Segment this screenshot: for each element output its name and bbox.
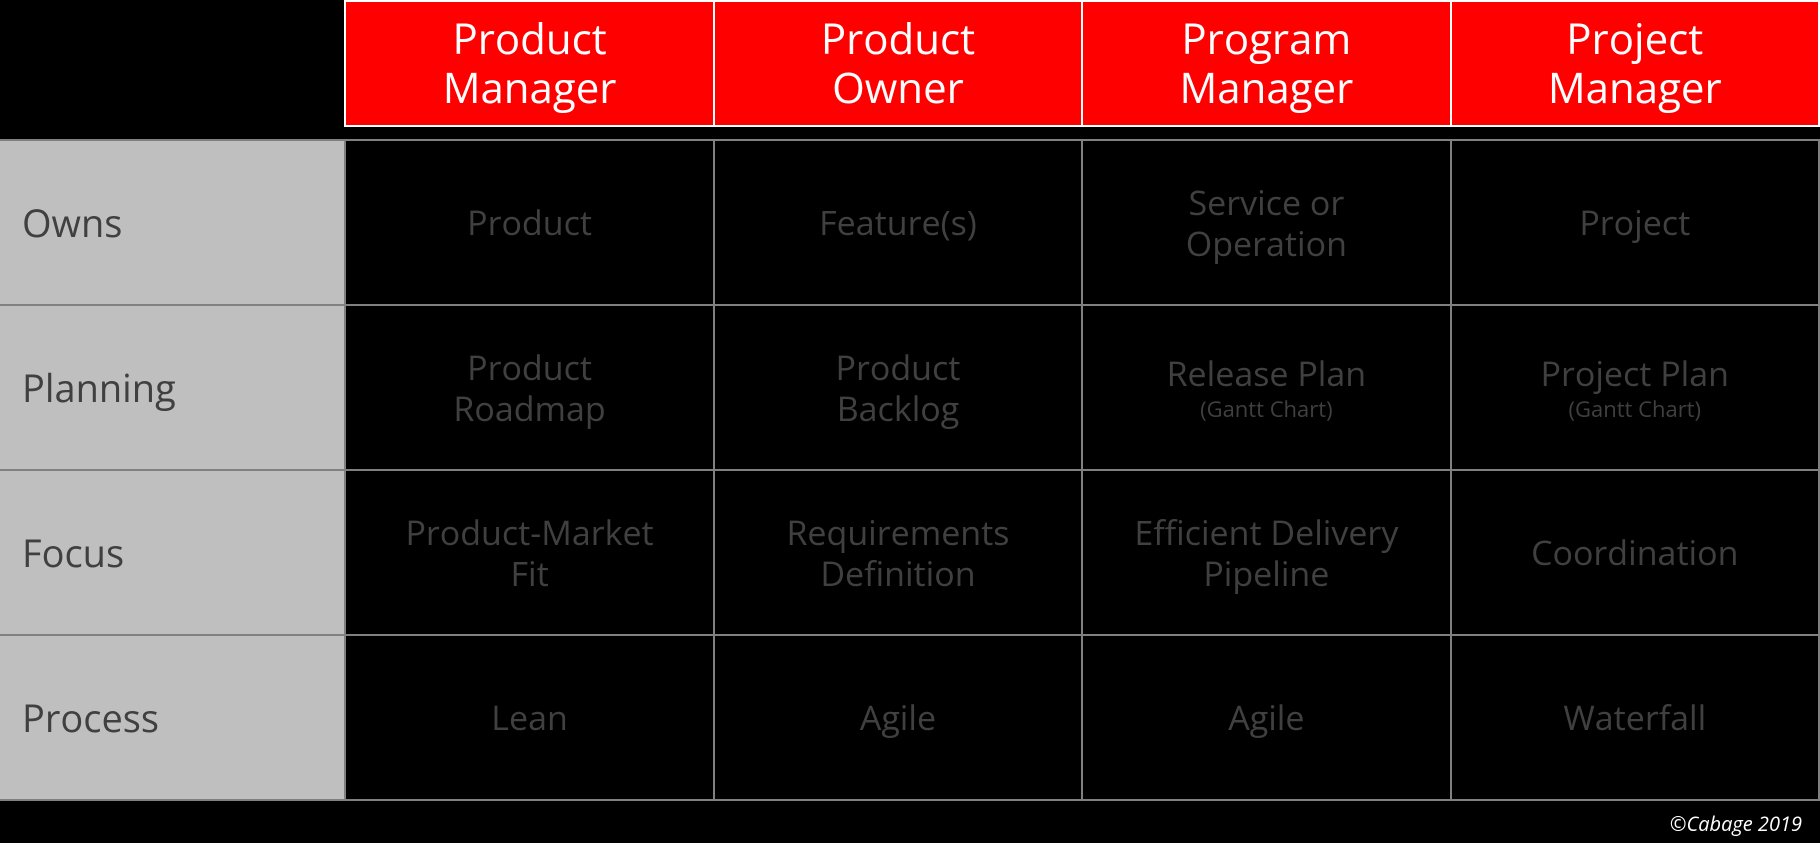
cell-text: Feature(s) <box>715 202 1081 243</box>
col-header-line2: Manager <box>1548 59 1722 116</box>
col-header-product-owner: Product Owner <box>714 1 1082 126</box>
cell-text-line2: Definition <box>715 553 1081 594</box>
col-header-program-manager: Program Manager <box>1082 1 1450 126</box>
cell-text-line2: Operation <box>1083 223 1449 264</box>
cell-text-line1: Service or <box>1083 182 1449 223</box>
cell-text: Product <box>346 202 712 243</box>
cell-owns-project-manager: Project <box>1451 140 1819 305</box>
row-header-focus: Focus <box>0 470 345 635</box>
table-row-owns: Owns Product Feature(s) Service or Opera… <box>0 140 1819 305</box>
cell-focus-product-owner: Requirements Definition <box>714 470 1082 635</box>
comparison-table-container: Product Manager Product Owner Program Ma… <box>0 0 1820 801</box>
col-header-project-manager: Project Manager <box>1451 1 1819 126</box>
cell-owns-product-manager: Product <box>345 140 713 305</box>
cell-focus-program-manager: Efficient Delivery Pipeline <box>1082 470 1450 635</box>
cell-text: Waterfall <box>1452 697 1818 738</box>
credit-text: ©Cabage 2019 <box>1670 810 1802 837</box>
col-header-product-manager: Product Manager <box>345 1 713 126</box>
row-header-process: Process <box>0 635 345 800</box>
table-row-process: Process Lean Agile Agile Waterfall <box>0 635 1819 800</box>
cell-planning-product-owner: Product Backlog <box>714 305 1082 470</box>
cell-focus-project-manager: Coordination <box>1451 470 1819 635</box>
col-header-line2: Manager <box>443 59 617 116</box>
cell-text-line1: Product <box>346 347 712 388</box>
cell-text-line2: Fit <box>346 553 712 594</box>
cell-text-line1: Product-Market <box>346 512 712 553</box>
col-header-line2: Manager <box>1179 59 1353 116</box>
cell-text-line2: Pipeline <box>1083 553 1449 594</box>
cell-process-product-manager: Lean <box>345 635 713 800</box>
table-spacer-row <box>0 126 1819 140</box>
cell-process-program-manager: Agile <box>1082 635 1450 800</box>
row-header-owns: Owns <box>0 140 345 305</box>
cell-text: Lean <box>346 697 712 738</box>
table-header-row: Product Manager Product Owner Program Ma… <box>0 1 1819 126</box>
cell-planning-project-manager: Project Plan (Gantt Chart) <box>1451 305 1819 470</box>
cell-text-line2: Roadmap <box>346 388 712 429</box>
cell-text: Project Plan <box>1452 353 1818 394</box>
cell-text: Release Plan <box>1083 353 1449 394</box>
cell-text: Coordination <box>1452 532 1818 573</box>
comparison-table: Product Manager Product Owner Program Ma… <box>0 0 1820 801</box>
cell-text-line1: Product <box>715 347 1081 388</box>
cell-subtext: (Gantt Chart) <box>1452 396 1818 422</box>
table-corner-cell <box>0 1 345 126</box>
table-row-planning: Planning Product Roadmap Product Backlog… <box>0 305 1819 470</box>
cell-text: Project <box>1452 202 1818 243</box>
cell-text-line1: Efficient Delivery <box>1083 512 1449 553</box>
row-header-planning: Planning <box>0 305 345 470</box>
cell-owns-program-manager: Service or Operation <box>1082 140 1450 305</box>
cell-process-product-owner: Agile <box>714 635 1082 800</box>
cell-owns-product-owner: Feature(s) <box>714 140 1082 305</box>
cell-text: Agile <box>715 697 1081 738</box>
cell-text-line2: Backlog <box>715 388 1081 429</box>
cell-text-line1: Requirements <box>715 512 1081 553</box>
cell-subtext: (Gantt Chart) <box>1083 396 1449 422</box>
cell-planning-program-manager: Release Plan (Gantt Chart) <box>1082 305 1450 470</box>
cell-process-project-manager: Waterfall <box>1451 635 1819 800</box>
col-header-line2: Owner <box>832 59 964 116</box>
cell-focus-product-manager: Product-Market Fit <box>345 470 713 635</box>
cell-text: Agile <box>1083 697 1449 738</box>
cell-planning-product-manager: Product Roadmap <box>345 305 713 470</box>
table-row-focus: Focus Product-Market Fit Requirements De… <box>0 470 1819 635</box>
